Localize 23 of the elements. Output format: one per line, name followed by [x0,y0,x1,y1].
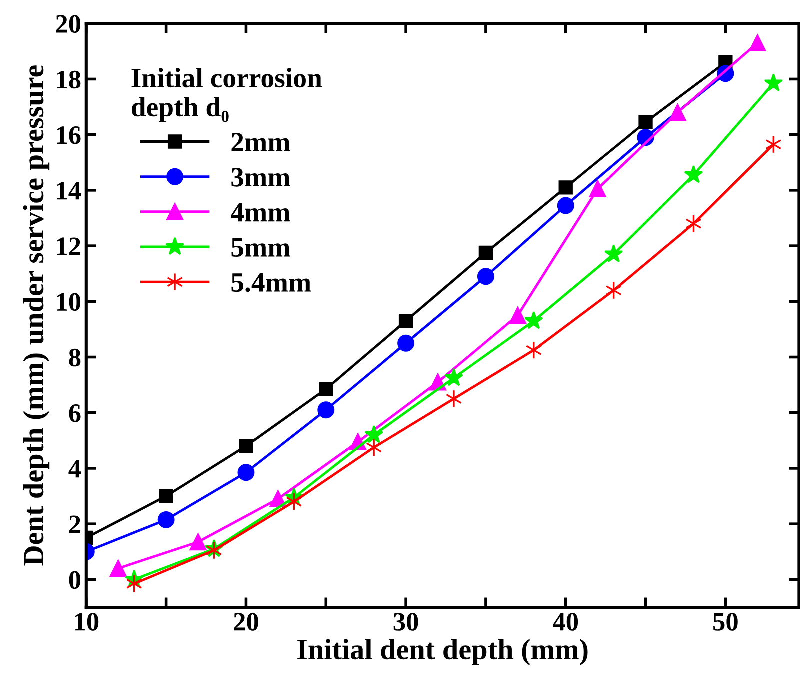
y-tick-label: 16 [57,126,81,144]
y-tick-label: 2 [69,516,80,534]
legend-label: 4mm [230,203,290,222]
x-tick-label: 40 [553,613,578,631]
y-tick-label: 4 [68,460,82,478]
y-tick-label: 0 [69,571,81,590]
legend-label: 2mm [232,133,290,152]
y-axis-title: Dent depth (mm) under service pressure [23,66,50,566]
legend-label: 5mm [232,238,290,257]
y-tick-label: 14 [57,182,82,200]
legend-label: 5.4mm [232,274,312,292]
x-tick-label: 30 [394,613,418,631]
y-tick-label: 18 [57,70,81,89]
x-tick-label: 50 [714,613,738,631]
y-tick-label: 10 [57,293,81,312]
x-axis-title: Initial dent depth (mm) [298,639,588,666]
y-tick-label: 8 [69,348,81,367]
legend-label: 3mm [232,168,290,187]
y-tick-label: 20 [56,15,81,34]
legend-title: Initial corrosion depth d₀ [132,68,322,122]
x-tick-label: 20 [234,613,258,631]
y-tick-label: 12 [57,238,80,256]
y-tick-label: 6 [69,404,81,422]
